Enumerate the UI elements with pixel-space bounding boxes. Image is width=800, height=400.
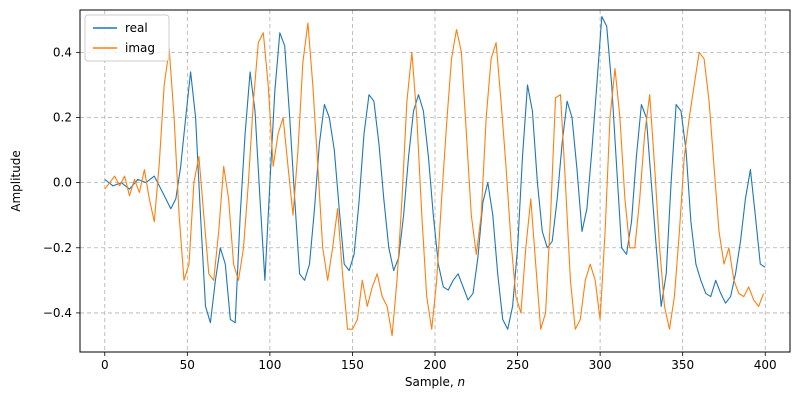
x-tick-label: 400	[754, 358, 777, 372]
y-tick-label: −0.4	[43, 306, 72, 320]
y-tick-label: −0.2	[43, 241, 72, 255]
y-tick-label: 0.4	[53, 45, 72, 59]
legend-label-real: real	[125, 21, 148, 35]
x-tick-label: 250	[506, 358, 529, 372]
legend: real imag	[84, 14, 170, 62]
x-tick-label: 150	[341, 358, 364, 372]
series-group	[104, 15, 766, 337]
legend-box	[84, 14, 170, 62]
x-tick-label: 350	[671, 358, 694, 372]
y-tick-label: 0.2	[53, 110, 72, 124]
y-axis-label: Amplitude	[9, 150, 23, 212]
series-line-imag	[104, 22, 765, 337]
x-tick-label: 200	[424, 358, 447, 372]
y-tick-label: 0.0	[53, 176, 72, 190]
x-axis-label: Sample, n	[405, 375, 465, 389]
x-tick-label: 300	[589, 358, 612, 372]
series-line-real	[104, 15, 766, 330]
x-tick-label: 50	[180, 358, 195, 372]
x-tick-label: 0	[101, 358, 109, 372]
x-tick-label: 100	[258, 358, 281, 372]
axis-ticks: 0 50 100 150 200 250 300 350 400 −0.4 −0.2 0.0 0.2 0.…	[43, 45, 777, 372]
legend-label-imag: imag	[125, 41, 155, 55]
